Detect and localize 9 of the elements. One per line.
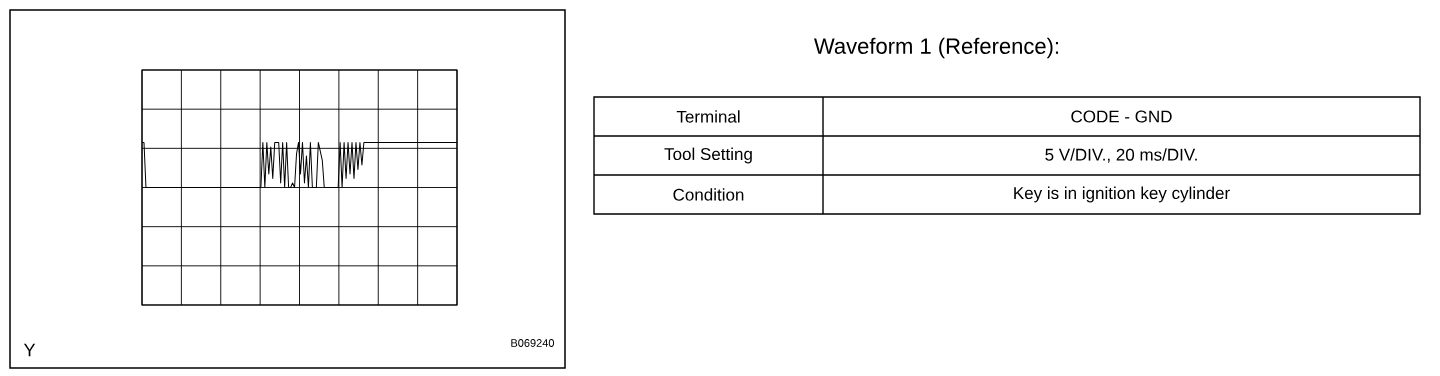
- text: Condition: [673, 188, 744, 201]
- text: Y: [23, 343, 36, 357]
- text: Terminal: [676, 110, 740, 123]
- text: Key is in ignition key cylinder: [1014, 186, 1230, 203]
- text: Tool Setting: [664, 147, 752, 164]
- text: B069240: [511, 339, 555, 347]
- text: Waveform 1 (Reference):: [814, 37, 1059, 59]
- text: CODE - GND: [1071, 110, 1172, 123]
- text: 5 V/DIV., 20 ms/DIV.: [1045, 148, 1197, 163]
